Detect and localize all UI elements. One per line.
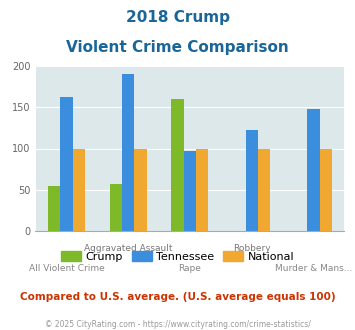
Bar [122, 74, 134, 231]
Text: All Violent Crime: All Violent Crime [28, 264, 104, 273]
Legend: Crump, Tennessee, National: Crump, Tennessee, National [56, 247, 299, 267]
Text: Compared to U.S. average. (U.S. average equals 100): Compared to U.S. average. (U.S. average … [20, 292, 335, 302]
Bar [171, 99, 184, 231]
Bar [60, 96, 72, 231]
Text: © 2025 CityRating.com - https://www.cityrating.com/crime-statistics/: © 2025 CityRating.com - https://www.city… [45, 320, 310, 329]
Bar [48, 185, 60, 231]
Bar [110, 184, 122, 231]
Text: Aggravated Assault: Aggravated Assault [84, 244, 173, 253]
Text: Rape: Rape [179, 264, 201, 273]
Text: Robbery: Robbery [233, 244, 271, 253]
Bar [258, 148, 270, 231]
Bar [320, 148, 332, 231]
Bar [184, 151, 196, 231]
Bar [134, 148, 147, 231]
Bar [307, 109, 320, 231]
Bar [246, 129, 258, 231]
Text: Violent Crime Comparison: Violent Crime Comparison [66, 40, 289, 54]
Text: Murder & Mans...: Murder & Mans... [275, 264, 352, 273]
Text: 2018 Crump: 2018 Crump [126, 10, 229, 25]
Bar [72, 148, 85, 231]
Bar [196, 148, 208, 231]
